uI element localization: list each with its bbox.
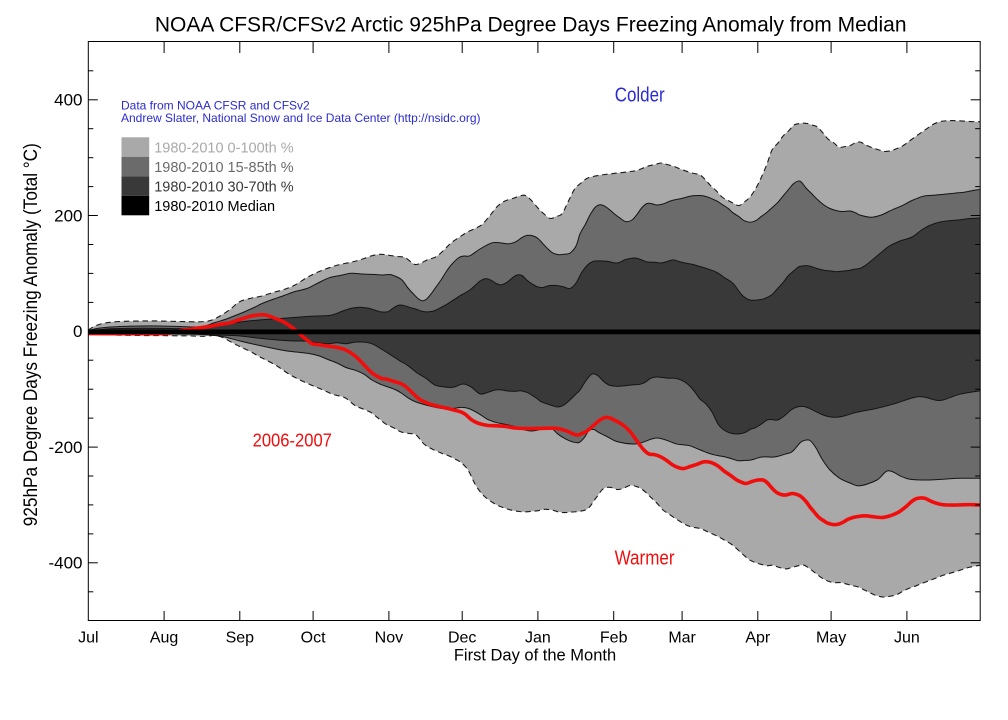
svg-text:200: 200	[54, 206, 82, 225]
svg-text:Andrew Slater, National Snow a: Andrew Slater, National Snow and Ice Dat…	[121, 111, 481, 125]
svg-text:Apr: Apr	[745, 630, 771, 647]
svg-text:-400: -400	[48, 554, 82, 573]
svg-text:First Day of the Month: First Day of the Month	[454, 646, 616, 664]
svg-text:2006-2007: 2006-2007	[253, 430, 332, 450]
svg-text:Dec: Dec	[448, 630, 476, 647]
svg-text:May: May	[816, 630, 846, 647]
svg-text:Colder: Colder	[615, 84, 665, 106]
svg-text:1980-2010 30-70th %: 1980-2010 30-70th %	[154, 180, 294, 196]
svg-text:-200: -200	[48, 438, 82, 457]
svg-text:1980-2010 0-100th %: 1980-2010 0-100th %	[154, 141, 294, 157]
svg-text:400: 400	[54, 91, 82, 110]
svg-text:NOAA CFSR/CFSv2 Arctic 925hPa: NOAA CFSR/CFSv2 Arctic 925hPa Degree Day…	[155, 14, 907, 37]
svg-text:Jan: Jan	[525, 630, 551, 647]
svg-text:Jun: Jun	[894, 630, 920, 647]
svg-text:Aug: Aug	[150, 630, 178, 647]
svg-text:Jul: Jul	[78, 630, 98, 647]
svg-text:Warmer: Warmer	[615, 548, 675, 570]
svg-text:Data from NOAA CFSR and CFSv2: Data from NOAA CFSR and CFSv2	[121, 98, 310, 112]
svg-text:Feb: Feb	[600, 630, 628, 647]
svg-text:Oct: Oct	[301, 630, 326, 647]
svg-text:0: 0	[73, 322, 82, 341]
svg-text:1980-2010 Median: 1980-2010 Median	[154, 199, 275, 215]
svg-text:Mar: Mar	[668, 630, 696, 647]
svg-text:925hPa Degree Days Freezing An: 925hPa Degree Days Freezing Anomaly (Tot…	[21, 143, 42, 526]
svg-text:1980-2010 15-85th %: 1980-2010 15-85th %	[154, 160, 294, 176]
svg-text:Nov: Nov	[375, 630, 403, 647]
svg-text:Sep: Sep	[226, 630, 255, 647]
